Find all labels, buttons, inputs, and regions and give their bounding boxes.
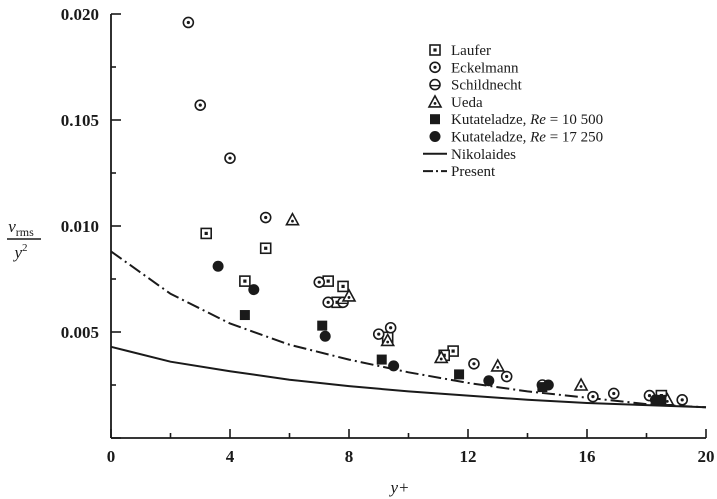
axes: 0 4 8 12 16 20 0.005 0.010 0.105 0.020: [61, 5, 715, 466]
legend: LauferEckelmannSchildnechtUedaKutateladz…: [423, 43, 603, 180]
data-point: [490, 358, 506, 372]
data-point: [384, 321, 397, 334]
data-point: [322, 296, 334, 309]
data-point: [212, 260, 224, 272]
data-point: [656, 394, 667, 405]
x-tick-label: 0: [107, 447, 116, 466]
data-point: [313, 276, 326, 288]
data-point: [182, 16, 195, 29]
y-axis-title: vrms y2: [7, 217, 41, 262]
legend-label: Kutateladze, Re = 17 250: [451, 130, 603, 146]
x-tick-label: 8: [345, 447, 354, 466]
legend-label: Eckelmann: [451, 60, 519, 76]
data-point: [380, 332, 396, 347]
data-point: [454, 369, 465, 380]
legend-label: Laufer: [451, 43, 491, 59]
y-tick-label: 0.105: [61, 111, 99, 130]
data-point: [317, 320, 328, 331]
data-points: [182, 16, 689, 406]
data-point: [607, 387, 620, 400]
x-tick-label: 12: [460, 447, 477, 466]
data-point: [319, 330, 331, 342]
data-point: [468, 357, 480, 370]
data-point: [587, 390, 599, 403]
data-point: [337, 280, 349, 293]
data-point: [341, 288, 357, 302]
data-point: [259, 242, 272, 255]
data-point: [388, 360, 400, 372]
curves: [110, 250, 707, 409]
data-point: [483, 375, 495, 387]
svg-text:y2: y2: [12, 242, 27, 262]
present-curve: [110, 250, 707, 409]
legend-label: Kutateladze, Re = 10 500: [451, 112, 603, 128]
data-point: [194, 99, 207, 111]
data-point: [285, 211, 300, 226]
legend-marker: [429, 78, 441, 91]
legend-label: Ueda: [451, 95, 483, 111]
data-point: [248, 284, 260, 296]
legend-label: Nikolaides: [451, 147, 516, 163]
y-tick-label: 0.020: [61, 5, 99, 24]
data-point: [500, 370, 513, 383]
data-point: [433, 349, 449, 364]
data-point: [372, 328, 385, 340]
legend-marker: [427, 94, 443, 108]
x-tick-label: 4: [226, 447, 235, 466]
data-point: [676, 394, 689, 406]
svg-text:vrms: vrms: [8, 217, 34, 239]
data-point: [259, 211, 272, 224]
data-point: [649, 394, 661, 406]
nikolaides-curve: [110, 345, 707, 409]
data-point: [224, 152, 236, 164]
legend-marker: [429, 61, 441, 74]
legend-marker: [430, 114, 440, 125]
legend-label: Present: [451, 164, 496, 180]
y-tick-label: 0.005: [61, 323, 99, 342]
x-axis-title: y+: [388, 478, 409, 497]
data-point: [376, 354, 387, 365]
x-tick-label: 16: [579, 447, 596, 466]
data-point: [537, 382, 548, 393]
x-tick-label: 20: [698, 447, 715, 466]
data-point: [239, 275, 251, 287]
data-point: [573, 377, 589, 391]
legend-label: Schildnecht: [451, 78, 523, 94]
data-point: [239, 310, 250, 321]
legend-marker: [429, 44, 441, 56]
data-point: [200, 227, 212, 240]
data-point: [542, 379, 554, 391]
legend-marker: [429, 131, 441, 142]
y-tick-label: 0.010: [61, 217, 99, 236]
